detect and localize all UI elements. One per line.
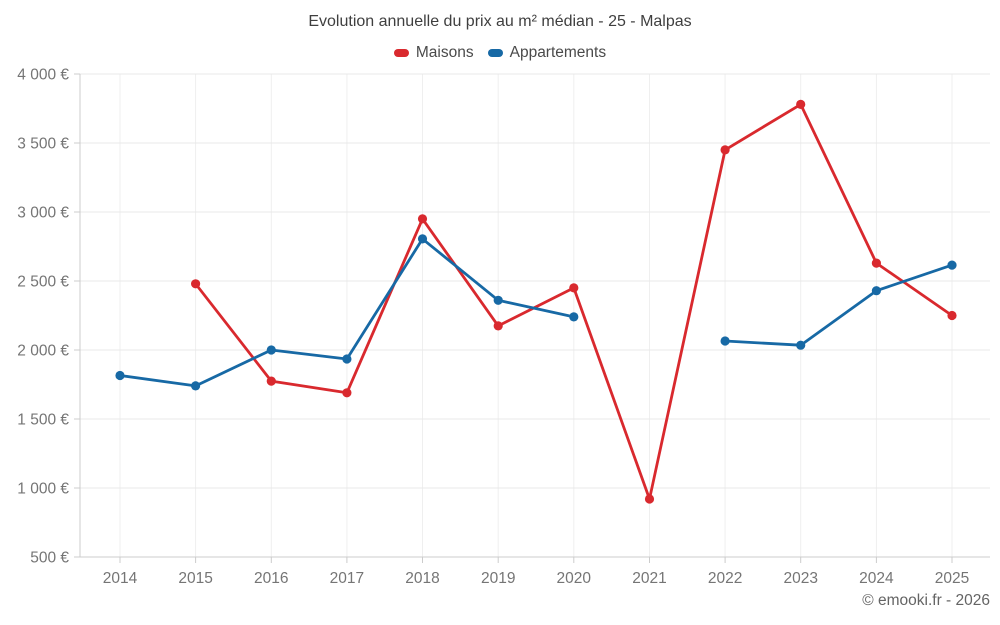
y-tick-label: 500 € bbox=[30, 550, 69, 567]
maisons-series-swatch-icon bbox=[393, 49, 409, 57]
x-tick-label: 2020 bbox=[557, 570, 592, 587]
y-tick-label: 1 000 € bbox=[17, 481, 69, 498]
data-point-appartements-2025[interactable] bbox=[947, 260, 957, 270]
data-point-appartements-2020[interactable] bbox=[569, 312, 579, 322]
data-point-maisons-2015[interactable] bbox=[191, 279, 201, 289]
x-tick-label: 2015 bbox=[178, 570, 212, 587]
x-tick-label: 2023 bbox=[783, 570, 817, 587]
y-tick-label: 2 000 € bbox=[17, 343, 69, 360]
data-point-appartements-2023[interactable] bbox=[796, 340, 806, 350]
data-point-appartements-2014[interactable] bbox=[115, 370, 125, 381]
data-point-appartements-2015[interactable] bbox=[191, 381, 201, 391]
x-tick-label: 2017 bbox=[330, 570, 364, 587]
data-point-appartements-2016[interactable] bbox=[266, 345, 276, 355]
x-tick-label: 2025 bbox=[935, 570, 969, 587]
legend-item-appartements[interactable]: Appartements bbox=[487, 44, 607, 62]
data-point-appartements-2019[interactable] bbox=[493, 295, 503, 305]
appartements-series-swatch-icon bbox=[487, 49, 503, 57]
x-tick-label: 2016 bbox=[254, 570, 288, 587]
data-point-maisons-2016[interactable] bbox=[266, 376, 276, 386]
chart-title: Evolution annuelle du prix au m² médian … bbox=[308, 13, 692, 30]
data-point-appartements-2022[interactable] bbox=[720, 336, 730, 346]
series-line-appartements bbox=[118, 237, 954, 388]
data-point-maisons-2022[interactable] bbox=[720, 145, 730, 155]
data-point-maisons-2017[interactable] bbox=[342, 388, 352, 398]
legend-item-maisons[interactable]: Maisons bbox=[393, 44, 474, 62]
chart-legend: Maisons Appartements bbox=[0, 44, 1000, 62]
data-point-maisons-2024[interactable] bbox=[871, 258, 882, 268]
data-point-maisons-2020[interactable] bbox=[569, 283, 579, 293]
y-tick-label: 1 500 € bbox=[17, 412, 69, 429]
x-tick-label: 2018 bbox=[405, 570, 439, 587]
legend-label-maisons: Maisons bbox=[415, 44, 474, 61]
data-point-appartements-2017[interactable] bbox=[342, 354, 352, 364]
x-tick-label: 2022 bbox=[708, 570, 742, 587]
y-tick-label: 3 500 € bbox=[17, 136, 69, 153]
data-point-maisons-2023[interactable] bbox=[796, 99, 806, 109]
data-point-maisons-2021[interactable] bbox=[644, 494, 655, 504]
y-tick-label: 2 500 € bbox=[17, 274, 69, 291]
x-tick-label: 2014 bbox=[103, 570, 138, 587]
data-point-maisons-2025[interactable] bbox=[947, 310, 957, 321]
copyright-text: © emooki.fr - 2026 bbox=[862, 592, 990, 609]
y-tick-label: 3 000 € bbox=[17, 205, 69, 222]
data-point-appartements-2024[interactable] bbox=[871, 286, 882, 296]
y-tick-label: 4 000 € bbox=[17, 67, 69, 84]
data-point-maisons-2019[interactable] bbox=[493, 321, 503, 331]
x-tick-label: 2024 bbox=[859, 570, 894, 587]
x-tick-label: 2021 bbox=[632, 570, 666, 587]
legend-label-appartements: Appartements bbox=[509, 44, 607, 61]
data-point-appartements-2018[interactable] bbox=[417, 234, 428, 244]
data-point-maisons-2018[interactable] bbox=[417, 214, 428, 224]
x-tick-label: 2019 bbox=[481, 570, 515, 587]
